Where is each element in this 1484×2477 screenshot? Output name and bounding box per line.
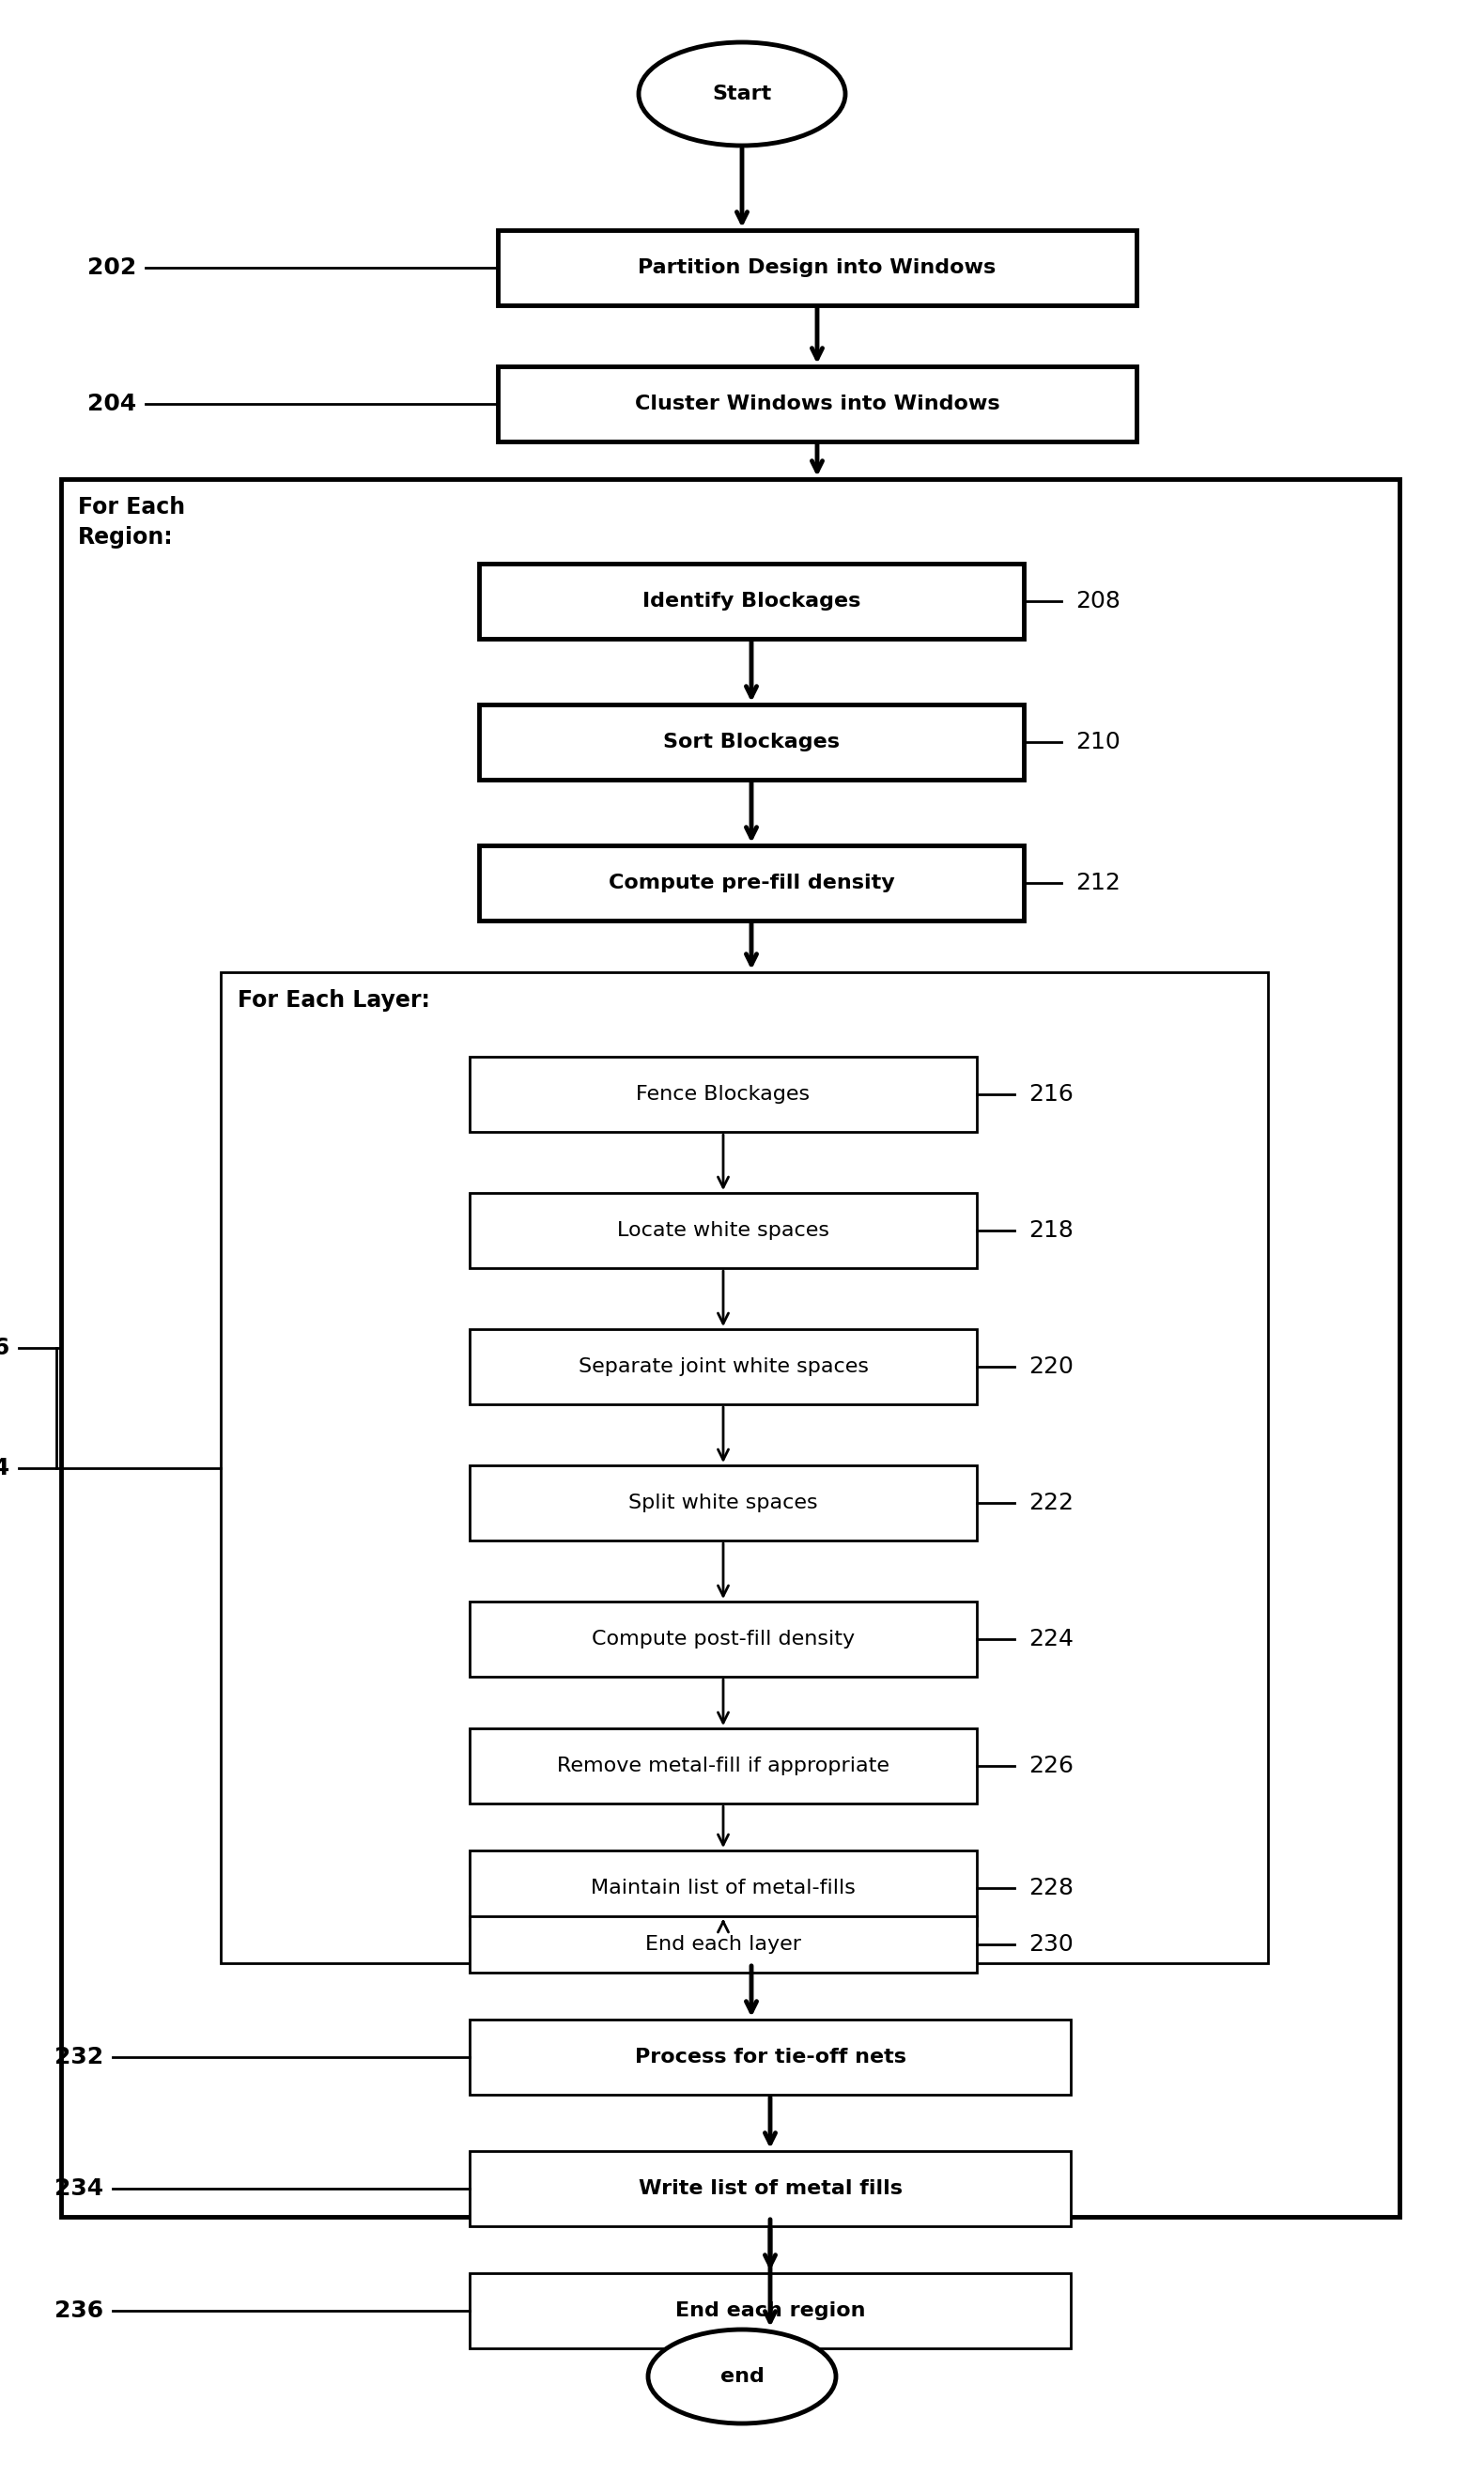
Text: Separate joint white spaces: Separate joint white spaces <box>579 1357 868 1377</box>
Text: Locate white spaces: Locate white spaces <box>617 1221 830 1241</box>
Ellipse shape <box>638 42 846 146</box>
Text: Maintain list of metal-fills: Maintain list of metal-fills <box>591 1878 856 1897</box>
Text: End each region: End each region <box>675 2301 865 2321</box>
Text: End each layer: End each layer <box>646 1935 801 1954</box>
Text: For Each Layer:: For Each Layer: <box>237 988 430 1011</box>
Text: Write list of metal fills: Write list of metal fills <box>638 2180 902 2197</box>
Bar <box>61 478 1399 2217</box>
Bar <box>469 2274 1071 2348</box>
Bar <box>469 1466 976 1541</box>
Bar <box>497 367 1137 441</box>
Ellipse shape <box>649 2328 835 2423</box>
Bar <box>469 1850 976 1925</box>
Text: 214: 214 <box>0 1456 9 1479</box>
Bar <box>469 1194 976 1268</box>
Text: For Each
Region:: For Each Region: <box>79 495 186 547</box>
Text: Identify Blockages: Identify Blockages <box>643 592 861 609</box>
Bar <box>469 2019 1071 2096</box>
Text: Remove metal-fill if appropriate: Remove metal-fill if appropriate <box>556 1756 889 1776</box>
Bar <box>469 1058 976 1132</box>
Bar <box>469 1729 976 1803</box>
Text: Sort Blockages: Sort Blockages <box>663 733 840 751</box>
Text: Process for tie-off nets: Process for tie-off nets <box>635 2048 905 2066</box>
Text: 206: 206 <box>0 1338 9 1360</box>
Bar <box>479 845 1024 921</box>
Text: Start: Start <box>712 84 772 104</box>
Text: Compute post-fill density: Compute post-fill density <box>592 1630 855 1650</box>
Text: 232: 232 <box>55 2046 104 2068</box>
Text: 226: 226 <box>1028 1754 1073 1776</box>
Text: Fence Blockages: Fence Blockages <box>637 1085 810 1105</box>
Text: Split white spaces: Split white spaces <box>629 1494 818 1513</box>
Text: Partition Design into Windows: Partition Design into Windows <box>638 258 996 277</box>
Text: Cluster Windows into Windows: Cluster Windows into Windows <box>635 394 1000 414</box>
Text: Compute pre-fill density: Compute pre-fill density <box>608 874 895 892</box>
Text: 228: 228 <box>1028 1878 1073 1900</box>
Bar <box>469 2150 1071 2227</box>
Bar <box>221 971 1267 1964</box>
Bar <box>469 1603 976 1677</box>
Text: 230: 230 <box>1028 1932 1073 1957</box>
Text: end: end <box>720 2368 764 2385</box>
Text: 222: 222 <box>1028 1491 1073 1513</box>
Text: 204: 204 <box>88 394 137 416</box>
Bar <box>469 1917 976 1972</box>
Text: 218: 218 <box>1028 1219 1073 1241</box>
Text: 234: 234 <box>55 2177 104 2200</box>
Text: 220: 220 <box>1028 1355 1073 1377</box>
Text: 224: 224 <box>1028 1627 1073 1650</box>
Bar <box>479 703 1024 780</box>
Text: 216: 216 <box>1028 1082 1073 1105</box>
Bar <box>469 1330 976 1404</box>
Text: 236: 236 <box>55 2299 104 2321</box>
Text: 210: 210 <box>1076 731 1120 753</box>
Bar <box>479 565 1024 639</box>
Bar <box>497 230 1137 305</box>
Text: 212: 212 <box>1076 872 1120 894</box>
Text: 208: 208 <box>1076 590 1120 612</box>
Text: 202: 202 <box>88 258 137 280</box>
